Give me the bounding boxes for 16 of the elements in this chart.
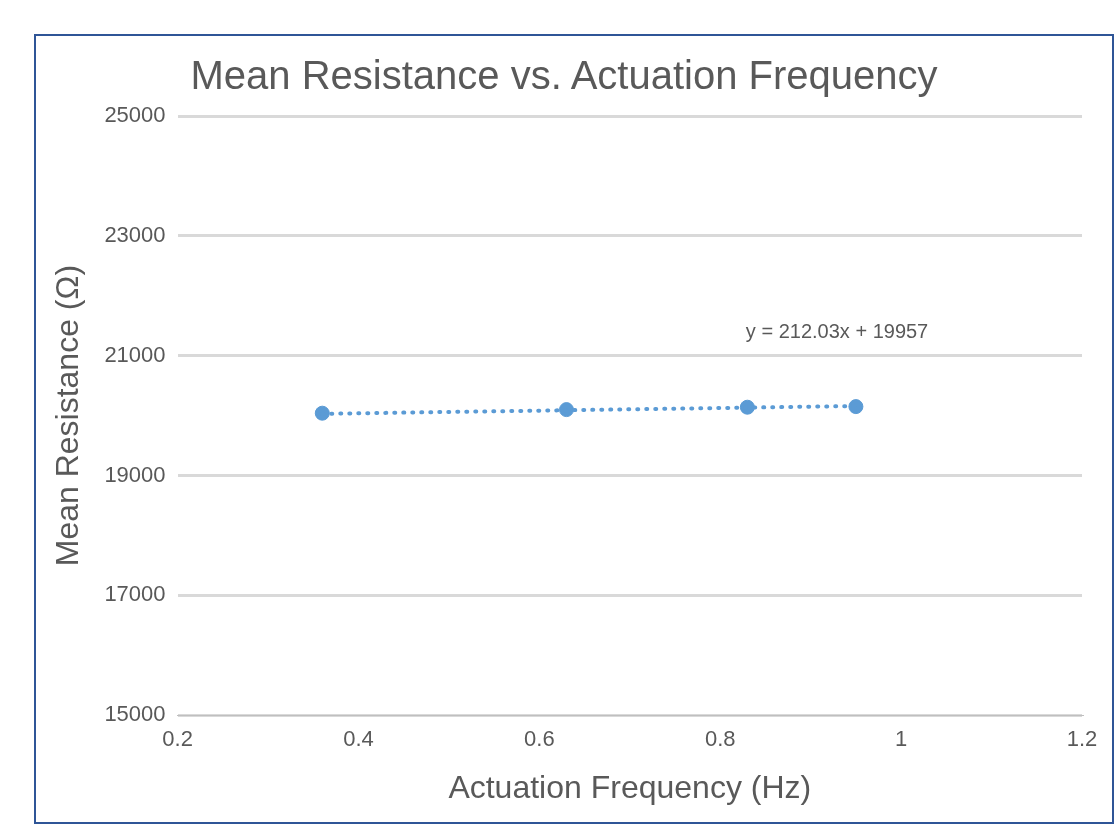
annotation: y = 212.03x + 19957 xyxy=(745,319,929,342)
x-tick-label: 0.4 xyxy=(343,726,374,752)
x-tick-label: 0.8 xyxy=(704,726,736,752)
x-tick-label: 1.2 xyxy=(1066,726,1098,752)
y-tick-label: 15000 xyxy=(104,701,166,727)
y-tick-label: 17000 xyxy=(104,581,166,607)
y-axis-title: Mean Resistance (Ω) xyxy=(49,264,86,567)
x-tick-label: 1 xyxy=(894,726,908,752)
chart-title: Mean Resistance vs. Actuation Frequency xyxy=(190,53,938,98)
x-axis-title: Actuation Frequency (Hz) xyxy=(448,768,812,805)
x-tick-label: 0.6 xyxy=(524,726,555,752)
x-tick-label: 0.2 xyxy=(162,726,193,752)
y-tick-label: 21000 xyxy=(104,341,166,367)
y-tick-label: 19000 xyxy=(104,461,166,487)
y-tick-label: 25000 xyxy=(104,102,166,128)
y-tick-label: 23000 xyxy=(104,221,166,247)
